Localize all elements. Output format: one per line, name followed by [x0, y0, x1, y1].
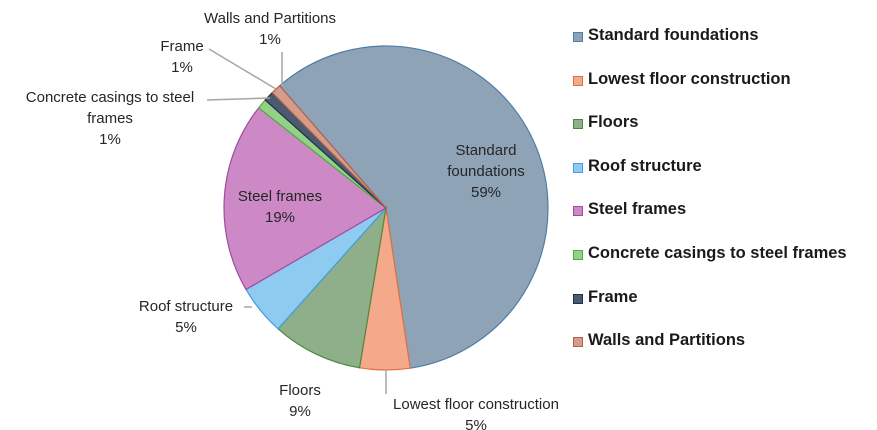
- legend-swatch: [573, 337, 583, 348]
- legend-swatch: [573, 119, 583, 130]
- data-label-name: Walls and Partitions: [204, 10, 336, 27]
- legend-swatch: [573, 32, 583, 42]
- data-label: Walls and Partitions 1%: [185, 8, 355, 50]
- legend-swatch: [573, 206, 583, 217]
- leader-line: [208, 48, 277, 90]
- data-label-name: Floors: [279, 382, 321, 399]
- legend-label: Walls and Partitions: [588, 331, 746, 350]
- legend-swatch: [573, 293, 583, 304]
- data-label: Roof structure 5%: [121, 296, 251, 338]
- data-label-value: 5%: [175, 319, 197, 336]
- data-label: Frame 1%: [142, 36, 222, 78]
- legend-label: Floors: [588, 113, 639, 132]
- data-label-value: 9%: [289, 403, 311, 420]
- legend-swatch: [573, 75, 583, 86]
- pie-slice: [223, 106, 388, 291]
- legend-label: Frame: [588, 287, 638, 306]
- data-label-name: Roof structure: [138, 298, 234, 315]
- data-label: Lowest floor construction 5%: [366, 394, 586, 430]
- legend-label: Standard foundations: [588, 26, 759, 44]
- legend-label: Roof structure: [588, 156, 702, 175]
- data-label: Steel frames 19%: [220, 186, 340, 228]
- leader-line: [206, 97, 271, 101]
- data-label-name: Lowest floor construction: [393, 396, 559, 413]
- legend-label: Steel frames: [588, 200, 687, 219]
- legend-swatch: [573, 162, 583, 173]
- data-label-name: Standard foundations: [447, 142, 525, 180]
- pie-slice: [271, 84, 387, 209]
- data-label-name: Steel frames: [237, 188, 323, 205]
- data-label-value: 59%: [470, 184, 502, 201]
- data-label-value: 1%: [99, 131, 121, 148]
- pie-slice: [277, 206, 387, 369]
- data-label-name: Frame: [160, 38, 204, 55]
- legend-label: Lowest floor construction: [588, 69, 791, 88]
- data-label: Concrete casings to steel frames 1%: [5, 87, 215, 150]
- data-label-value: 1%: [171, 59, 193, 76]
- pie-slice: [278, 45, 549, 369]
- data-label: Floors 9%: [260, 380, 340, 422]
- legend-label: Concrete casings to steel frames: [588, 244, 847, 262]
- data-label-value: 1%: [259, 31, 281, 48]
- legend-swatch: [573, 250, 583, 260]
- data-label: Standard foundations 59%: [426, 140, 546, 203]
- data-label-name: Concrete casings to steel frames: [25, 89, 195, 127]
- data-label-value: 5%: [465, 417, 487, 430]
- data-label-value: 19%: [264, 209, 296, 226]
